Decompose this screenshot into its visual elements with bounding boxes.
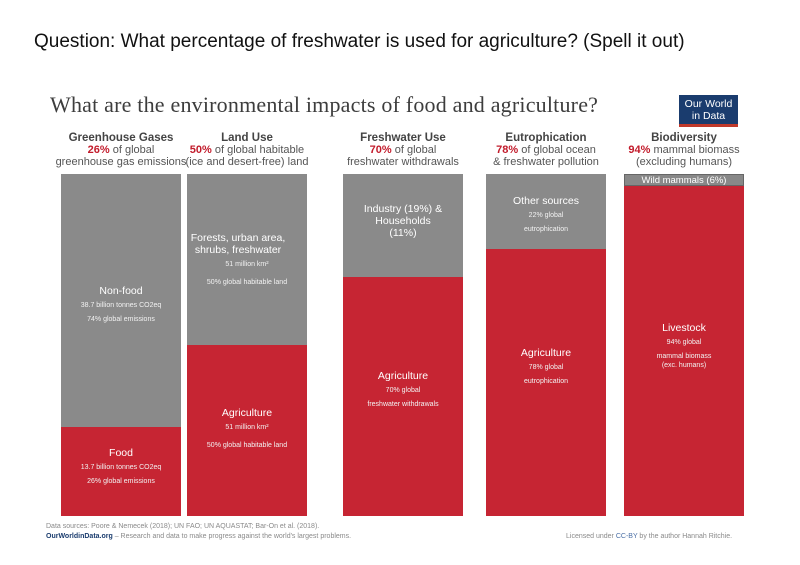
segment-label: Industry (19%) & Households (11%) <box>363 203 443 239</box>
segment-detail-1: 70% global <box>385 387 421 394</box>
segment-label: Agriculture <box>221 407 273 419</box>
bar-segment-other: Forests, urban area, shrubs, freshwater 5… <box>187 174 307 345</box>
segment-detail-2: eutrophication <box>524 226 568 233</box>
license-note: Licensed under CC-BY by the author Hanna… <box>566 533 732 540</box>
segment-detail-2: mammal biomass (exc. humans) <box>656 353 712 369</box>
column-percentage: 26% <box>87 144 110 156</box>
footer-tagline: – Research and data to make progress aga… <box>112 533 352 540</box>
column-name: Greenhouse Gases <box>68 132 174 144</box>
column-name: Eutrophication <box>505 132 587 144</box>
column-biodiversity: Biodiversity 94% mammal biomass (excluding… <box>624 130 744 516</box>
column-desc: of global <box>109 144 155 156</box>
column-header: Freshwater Use 70% of global freshwater wi… <box>333 132 473 168</box>
bar-segment-other: Other sources 22% global eutrophication <box>486 174 606 249</box>
segment-label: Forests, urban area, shrubs, freshwater <box>190 232 286 256</box>
logo-line-2: in Data <box>691 110 726 122</box>
stacked-bar: Wild mammals (6%) Livestock 94% global mamm… <box>624 174 744 516</box>
chart-title: What are the environmental impacts of fo… <box>50 92 599 117</box>
stacked-bar: Other sources 22% global eutrophication Agr… <box>486 174 606 516</box>
segment-detail-1: 38.7 billion tonnes CO2eq <box>80 302 162 309</box>
bar-segment-agriculture: Agriculture 70% global freshwater withdraw… <box>343 277 463 516</box>
column-desc: mammal biomass <box>650 144 740 156</box>
segment-label: Other sources <box>513 195 579 207</box>
bar-segment-agriculture: Agriculture 78% global eutrophication <box>486 249 606 516</box>
column-name: Biodiversity <box>651 132 717 144</box>
segment-label: Agriculture <box>377 370 429 382</box>
segment-detail-1: 51 million km² <box>225 424 269 431</box>
bar-segment-wild-mammals: Wild mammals (6%) <box>624 174 744 186</box>
license-suffix: by the author Hannah Ritchie. <box>637 533 733 540</box>
column-desc-line-1: 78% of global ocean <box>476 144 616 156</box>
column-land-use: Land Use 50% of global habitable (ice and … <box>186 130 308 516</box>
data-sources: Data sources: Poore & Nemecek (2018); UN… <box>46 523 320 530</box>
segment-label: Livestock <box>662 322 706 334</box>
segment-label: Food <box>109 447 133 459</box>
column-header: Biodiversity 94% mammal biomass (excluding… <box>614 132 754 168</box>
column-freshwater-use: Freshwater Use 70% of global freshwater wi… <box>343 130 463 516</box>
stacked-bar: Forests, urban area, shrubs, freshwater 5… <box>187 174 307 516</box>
segment-detail-1: 22% global <box>528 212 564 219</box>
column-eutrophication: Eutrophication 78% of global ocean & fresh… <box>486 130 606 516</box>
column-desc-line-1: 94% mammal biomass <box>614 144 754 156</box>
segment-detail-1: 94% global <box>666 339 702 346</box>
bar-segment-agriculture: Livestock 94% global mammal biomass (exc. … <box>624 174 744 516</box>
column-desc-line-2: (excluding humans) <box>636 156 732 168</box>
column-desc-line-1: 26% of global <box>51 144 191 156</box>
segment-detail-1: 51 million km² <box>225 261 269 268</box>
column-header: Greenhouse Gases 26% of global greenhouse … <box>51 132 191 168</box>
column-name: Freshwater Use <box>360 132 446 144</box>
owid-logo[interactable]: Our World in Data <box>679 95 738 127</box>
segment-label: Agriculture <box>520 347 572 359</box>
column-desc-line-2: & freshwater pollution <box>493 156 599 168</box>
column-percentage: 70% <box>369 144 392 156</box>
segment-label: Non-food <box>99 285 143 297</box>
segment-detail-2: freshwater withdrawals <box>367 401 439 408</box>
column-percentage: 94% <box>628 144 651 156</box>
column-greenhouse-gases: Greenhouse Gases 26% of global greenhouse … <box>56 130 186 516</box>
footer-credit: OurWorldinData.org – Research and data t… <box>46 533 351 540</box>
segment-detail-2: 50% global habitable land <box>206 279 288 286</box>
bar-segment-agriculture: Agriculture 51 million km² 50% global habi… <box>187 345 307 516</box>
column-header: Eutrophication 78% of global ocean & fresh… <box>476 132 616 168</box>
column-desc-line-2: (ice and desert-free) land <box>185 156 309 168</box>
license-link[interactable]: CC-BY <box>615 533 638 540</box>
column-desc-line-2: greenhouse gas emissions <box>55 156 187 168</box>
column-desc: of global habitable <box>211 144 305 156</box>
logo-line-1: Our World <box>684 98 733 110</box>
segment-detail-2: 74% global emissions <box>87 316 155 323</box>
column-desc: of global <box>391 144 437 156</box>
license-prefix: Licensed under <box>566 533 616 540</box>
segment-detail-2: 50% global habitable land <box>206 442 288 449</box>
column-desc-line-1: 70% of global <box>333 144 473 156</box>
column-percentage: 78% <box>496 144 519 156</box>
bar-segment-agriculture: Food 13.7 billion tonnes CO2eq 26% global … <box>61 427 181 516</box>
stacked-bar: Non-food 38.7 billion tonnes CO2eq 74% glo… <box>61 174 181 516</box>
question-text: Question: What percentage of freshwater … <box>34 31 685 52</box>
segment-detail-2: 26% global emissions <box>87 478 155 485</box>
column-name: Land Use <box>221 132 273 144</box>
column-percentage: 50% <box>189 144 212 156</box>
owid-link[interactable]: OurWorldinData.org <box>46 533 113 540</box>
column-header: Land Use 50% of global habitable (ice and … <box>177 132 317 168</box>
segment-detail-1: 78% global <box>528 364 564 371</box>
logo-accent-bar <box>679 124 738 127</box>
segment-detail-1: 13.7 billion tonnes CO2eq <box>80 464 162 471</box>
column-desc-line-2: freshwater withdrawals <box>347 156 459 168</box>
column-desc-line-1: 50% of global habitable <box>177 144 317 156</box>
bar-segment-other: Non-food 38.7 billion tonnes CO2eq 74% glo… <box>61 174 181 427</box>
column-desc: of global ocean <box>518 144 596 156</box>
segment-detail-2: eutrophication <box>524 378 568 385</box>
bar-segment-background <box>624 174 744 516</box>
stacked-bar: Industry (19%) & Households (11%) Agricul… <box>343 174 463 516</box>
bar-segment-other: Industry (19%) & Households (11%) <box>343 174 463 277</box>
